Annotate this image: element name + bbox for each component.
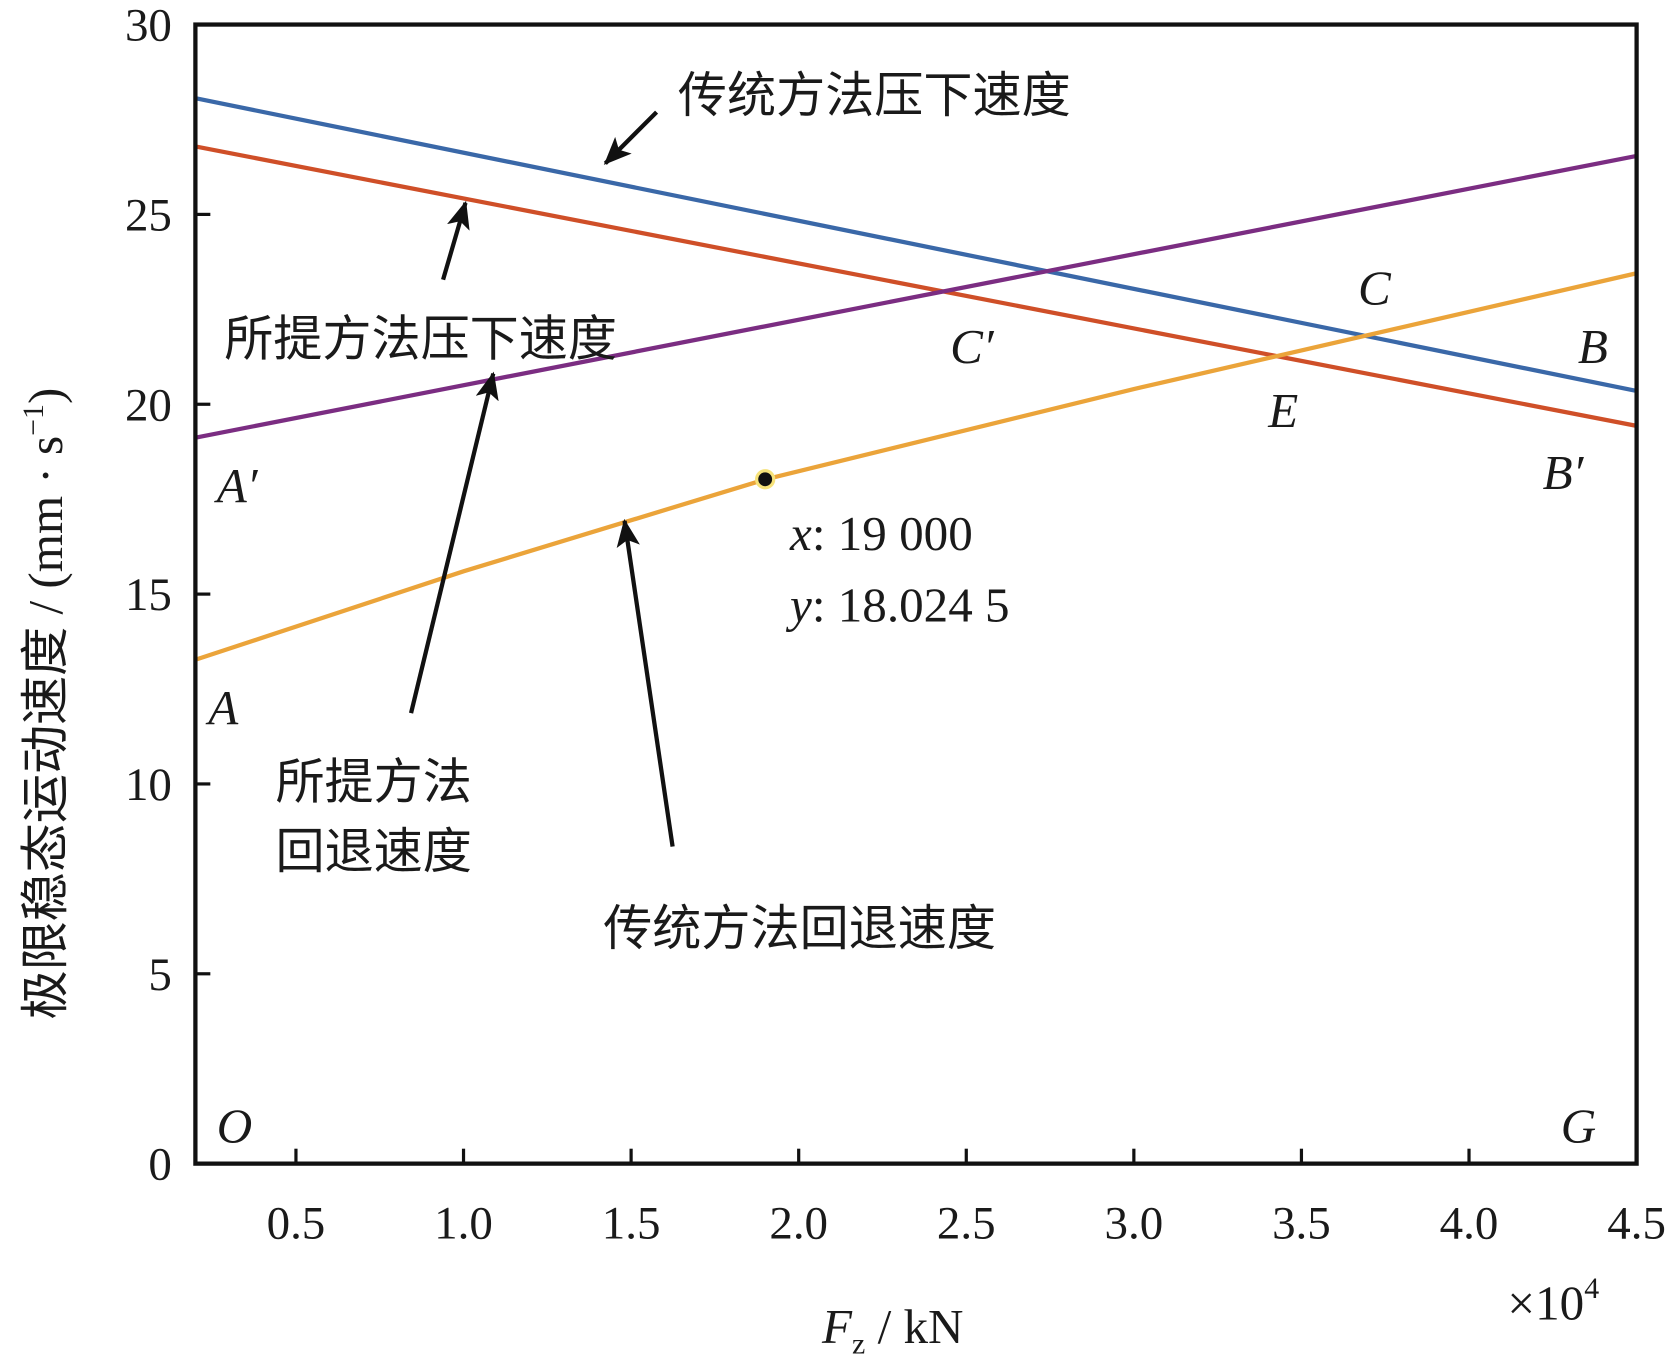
datatip-y: y: 18.024 5: [785, 577, 1010, 632]
x-tick-label: 2.5: [937, 1197, 996, 1249]
datatip-y-value: : 18.024 5: [812, 577, 1010, 632]
arrow-proposed-retreat: [408, 371, 499, 714]
annotation-proposed-retreat-line2: 回退速度: [275, 824, 471, 879]
arrow-traditional-retreat: [616, 518, 675, 847]
point-label-C: C: [1358, 260, 1392, 315]
x-tick-label: 3.5: [1272, 1197, 1331, 1249]
x-multiplier-exp: 4: [1584, 1272, 1599, 1305]
datatip-x: x: 19 000: [789, 506, 973, 561]
plot-frame: [193, 22, 1639, 1166]
point-label-B: B: [1578, 319, 1608, 374]
datatip-x-value: : 19 000: [812, 506, 973, 561]
y-axis-label-text: 极限稳态运动速度 / (mm · s: [18, 436, 73, 1020]
series-line-1: [194, 144, 1638, 428]
y-tick-label: 10: [125, 759, 172, 811]
x-tick-label: 1.5: [602, 1197, 661, 1249]
y-tick-label: 15: [125, 569, 172, 621]
x-axis-label: Fz / kN: [821, 1299, 963, 1359]
point-label-G: G: [1561, 1098, 1596, 1153]
y-tick-label: 20: [125, 379, 172, 431]
x-multiplier-base: ×10: [1507, 1276, 1584, 1331]
x-tick-label: 1.0: [434, 1197, 493, 1249]
point-label-E: E: [1267, 383, 1298, 438]
series-line-0: [194, 96, 1638, 394]
x-axis-label-main: F: [821, 1299, 853, 1354]
x-multiplier: ×104: [1507, 1272, 1599, 1330]
arrow-proposed-press: [441, 200, 470, 281]
x-tick-label: 0.5: [267, 1197, 326, 1249]
y-tick-label: 0: [148, 1139, 171, 1191]
x-tick-label: 4.5: [1607, 1197, 1666, 1249]
x-tick-label: 4.0: [1440, 1197, 1499, 1249]
x-axis-label-sub: z: [852, 1328, 865, 1359]
x-tick-label: 3.0: [1104, 1197, 1163, 1249]
datatip-marker[interactable]: [755, 469, 776, 490]
point-label-C-prime: C′: [950, 319, 995, 374]
y-tick-label: 30: [125, 0, 172, 52]
point-label-A: A: [205, 680, 239, 735]
y-tick-label: 25: [125, 189, 172, 241]
annotation-proposed-retreat-line1: 所提方法: [275, 755, 471, 810]
x-tick-label: 2.0: [769, 1197, 828, 1249]
arrow-traditional-press: [603, 110, 659, 165]
y-axis-label-close: ): [18, 388, 73, 404]
point-label-A-prime: A′: [214, 458, 259, 513]
point-label-O: O: [217, 1098, 252, 1153]
y-axis-label: 极限稳态运动速度 / (mm · s−1): [17, 388, 73, 1020]
series-line-2: [194, 153, 1638, 440]
x-axis-label-unit: / kN: [865, 1299, 963, 1354]
datatip-x-label: x: [789, 506, 812, 561]
annotation-traditional-press: 传统方法压下速度: [678, 68, 1071, 123]
datatip-y-label: y: [785, 577, 812, 632]
point-label-B-prime: B′: [1543, 445, 1585, 500]
y-tick-label: 5: [148, 949, 171, 1001]
annotation-traditional-retreat: 传统方法回退速度: [603, 901, 996, 956]
annotation-proposed-press: 所提方法压下速度: [224, 311, 617, 366]
y-axis-label-exp: −1: [17, 404, 50, 436]
